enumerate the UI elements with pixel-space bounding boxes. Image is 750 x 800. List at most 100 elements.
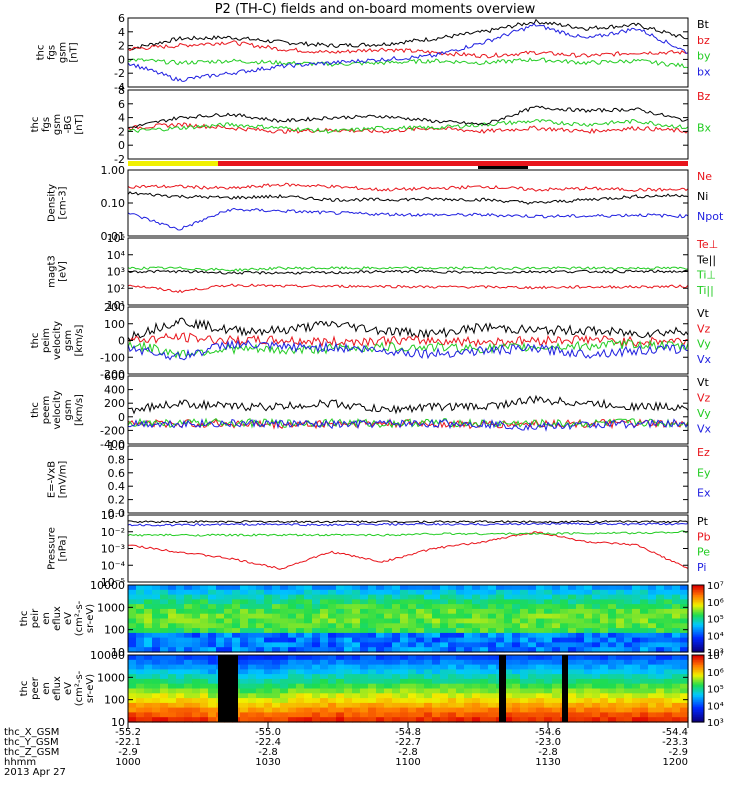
spec-cell: [144, 712, 153, 718]
spec-cell: [344, 599, 353, 605]
spec-cell: [408, 674, 417, 680]
spec-cell: [632, 637, 641, 643]
spec-cell: [248, 693, 257, 699]
spec-cell: [616, 674, 625, 680]
colorbar-step: [692, 591, 704, 594]
spec-cell: [312, 698, 321, 704]
spec-cell: [624, 618, 633, 624]
spec-cell: [672, 678, 681, 685]
spec-cell: [568, 618, 577, 624]
spec-cell: [392, 623, 401, 629]
colorbar-step: [692, 696, 704, 700]
colorbar-step: [692, 588, 704, 591]
spec-cell: [344, 683, 353, 690]
spec-cell: [232, 618, 241, 624]
spec-cell: [448, 717, 457, 723]
spec-cell: [600, 693, 609, 699]
y-tick-label: 4: [118, 26, 125, 39]
spec-cell: [496, 632, 505, 639]
spec-cell: [128, 647, 137, 653]
spec-cell: [128, 589, 137, 596]
spec-cell: [144, 717, 153, 723]
spec-cell: [272, 623, 281, 629]
spec-cell: [264, 632, 273, 639]
spec-cell: [384, 693, 393, 699]
spec-cell: [128, 702, 137, 709]
spec-cell: [184, 637, 193, 643]
spec-cell: [392, 664, 401, 670]
spec-cell: [520, 659, 529, 666]
spec-cell: [648, 594, 657, 600]
spec-cell: [680, 632, 689, 639]
spec-cell: [552, 642, 561, 648]
spec-cell: [432, 674, 441, 680]
series-line-vx: [127, 418, 689, 432]
spec-cell: [520, 623, 529, 629]
spec-cell: [536, 589, 545, 596]
spec-cell: [136, 659, 145, 666]
spec-cell: [504, 688, 513, 694]
colorbar-label: 10⁶: [707, 668, 724, 679]
spec-cell: [392, 702, 401, 709]
spec-cell: [288, 698, 297, 704]
spec-cell: [488, 712, 497, 718]
spec-cell: [152, 628, 161, 634]
spec-cell: [232, 594, 241, 600]
spec-cell: [472, 642, 481, 648]
spec-cell: [504, 613, 513, 620]
spec-cell: [192, 604, 201, 610]
spec-cell: [176, 669, 185, 675]
colorbar-step: [692, 688, 704, 691]
colorbar-step: [692, 665, 704, 668]
spec-cell: [672, 594, 681, 600]
spec-cell: [624, 613, 633, 620]
spec-cell: [144, 683, 153, 690]
spec-cell: [144, 628, 153, 634]
spec-cell: [488, 702, 497, 709]
spec-cell: [440, 674, 449, 680]
spec-cell: [240, 683, 249, 690]
spec-cell: [152, 678, 161, 685]
spec-cell: [664, 664, 673, 670]
spec-cell: [464, 647, 473, 653]
spec-cell: [488, 608, 497, 615]
spec-cell: [544, 585, 553, 591]
spec-cell: [152, 632, 161, 639]
spec-cell: [488, 637, 497, 643]
legend-entry: Npot: [697, 210, 724, 223]
spec-cell: [592, 623, 601, 629]
spec-cell: [280, 712, 289, 718]
spec-cell: [632, 698, 641, 704]
spec-cell: [376, 623, 385, 629]
spec-cell: [560, 642, 569, 648]
spec-cell: [392, 669, 401, 675]
spec-cell: [456, 594, 465, 600]
spec-cell: [192, 717, 201, 723]
spec-cell: [376, 632, 385, 639]
spec-cell: [528, 618, 537, 624]
spec-cell: [352, 678, 361, 685]
spec-cell: [512, 717, 521, 723]
spec-cell: [192, 678, 201, 685]
x-axis-labels: thc_X_GSM -55.2 -55.0 -54.8 -54.6 -54.4thc_Y_…: [4, 722, 689, 778]
spec-cell: [512, 707, 521, 713]
spec-cell: [240, 702, 249, 709]
spec-cell: [312, 632, 321, 639]
spec-cell: [560, 647, 569, 653]
spec-cell: [128, 632, 137, 639]
spec-cell: [296, 632, 305, 639]
spec-cell: [528, 637, 537, 643]
spec-cell: [552, 702, 561, 709]
spec-cell: [136, 594, 145, 600]
spec-cell: [176, 628, 185, 634]
colorbar-step: [692, 615, 704, 618]
spec-cell: [416, 618, 425, 624]
legend-entry: Bz: [697, 90, 711, 103]
spec-cell: [608, 659, 617, 666]
spec-cell: [424, 585, 433, 591]
spec-cell: [288, 664, 297, 670]
spec-cell: [608, 613, 617, 620]
spec-cell: [432, 613, 441, 620]
spec-cell: [344, 678, 353, 685]
spec-cell: [384, 608, 393, 615]
